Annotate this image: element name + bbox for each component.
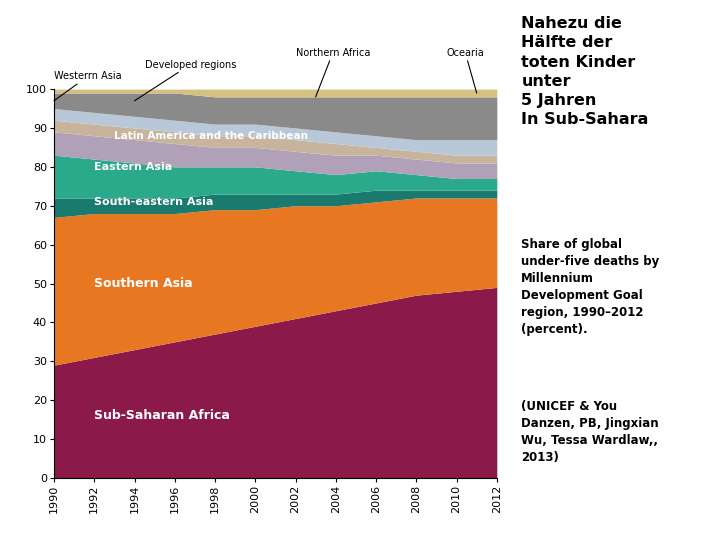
Text: Developed regions: Developed regions: [135, 59, 236, 101]
Text: Ocearia: Ocearia: [446, 48, 485, 93]
Text: Share of global
under-five deaths by
Millennium
Development Goal
region, 1990–20: Share of global under-five deaths by Mil…: [521, 238, 660, 335]
Text: Latin America and the Caribbean: Latin America and the Caribbean: [114, 131, 308, 141]
Text: South-eastern Asia: South-eastern Asia: [94, 197, 214, 207]
Text: Westerrn Asia: Westerrn Asia: [54, 71, 122, 101]
Text: Southern Asia: Southern Asia: [94, 277, 193, 290]
Text: Eastern Asia: Eastern Asia: [94, 162, 173, 172]
Text: Sub-Saharan Africa: Sub-Saharan Africa: [94, 409, 230, 422]
Text: Nahezu die
Hälfte der
toten Kinder
unter
5 Jahren
In Sub-Sahara: Nahezu die Hälfte der toten Kinder unter…: [521, 16, 649, 127]
Text: Northern Africa: Northern Africa: [295, 48, 370, 97]
Text: (UNICEF & You
Danzen, PB, Jingxian
Wu, Tessa Wardlaw,,
2013): (UNICEF & You Danzen, PB, Jingxian Wu, T…: [521, 400, 659, 464]
